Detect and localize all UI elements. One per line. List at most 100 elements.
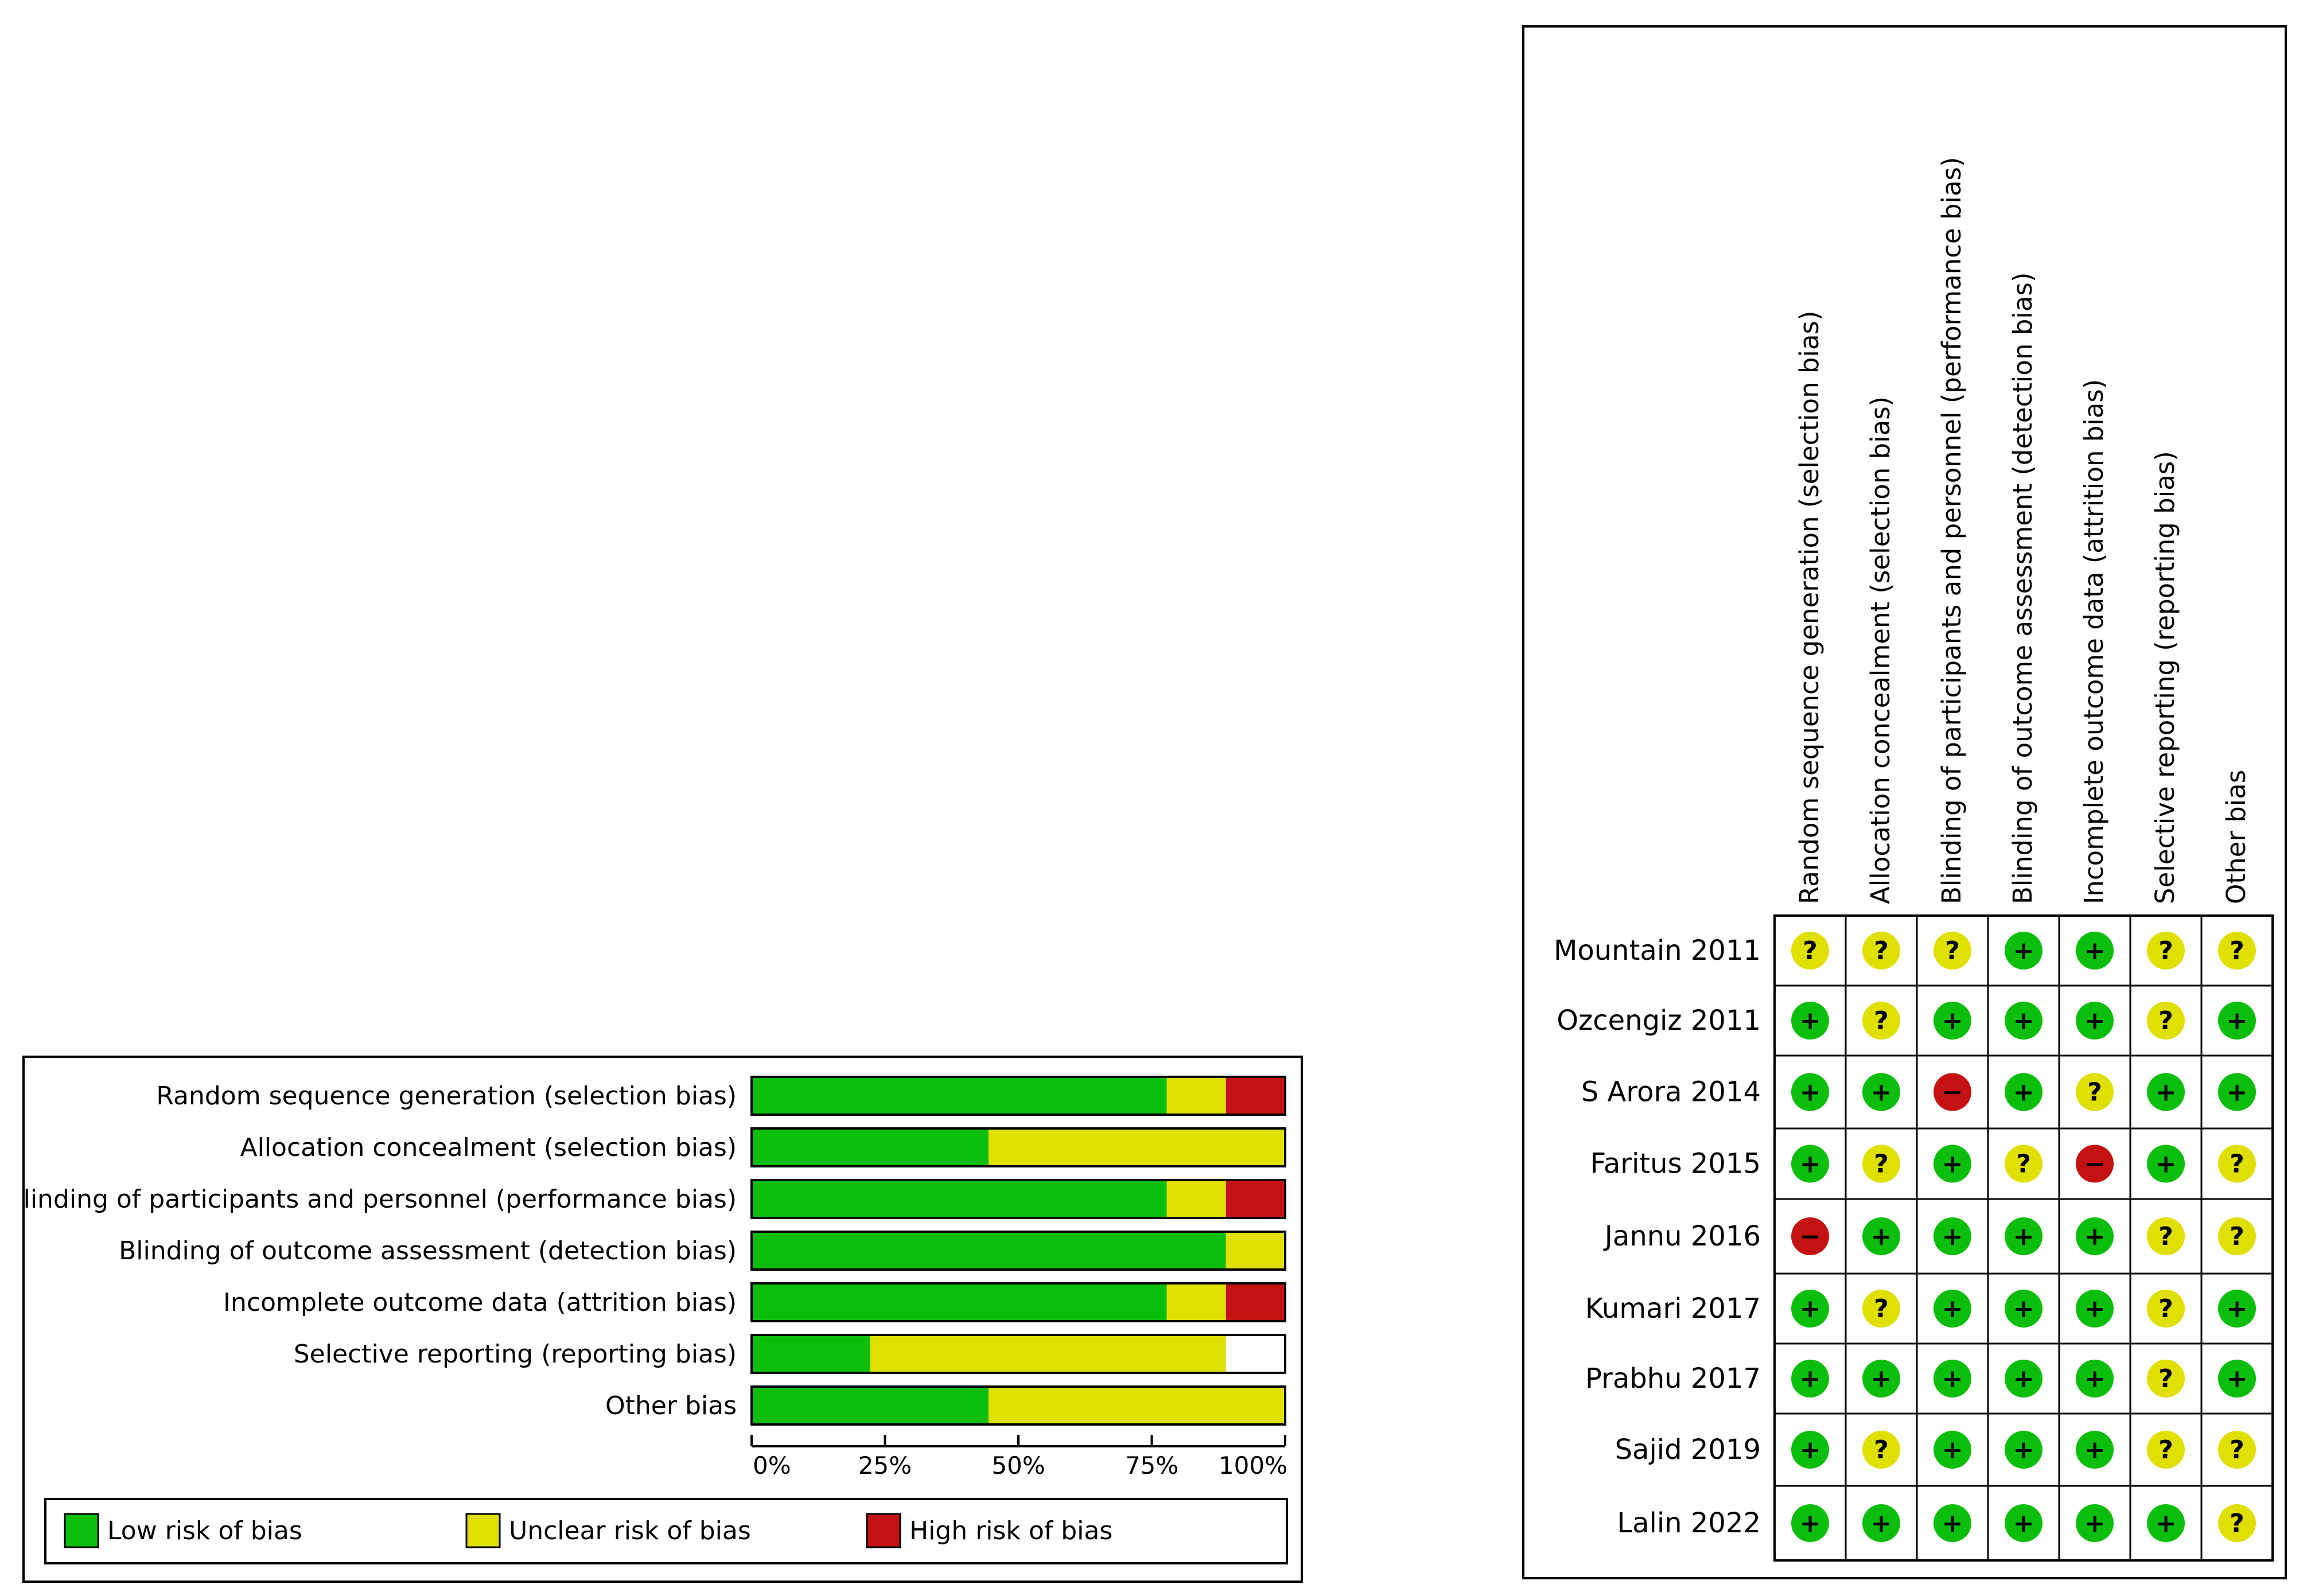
column-header: Allocation concealment (selection bias): [1865, 396, 1896, 904]
bar-segment-low: [752, 1387, 989, 1424]
judgement-unclear-icon: [2147, 1360, 2185, 1398]
judgement-symbol: ?: [2158, 1006, 2173, 1036]
judgement-symbol: +: [1942, 1509, 1963, 1538]
judgement-symbol: +: [1871, 1222, 1892, 1251]
bar-segment-low: [752, 1283, 1167, 1321]
judgement-symbol: +: [2084, 1364, 2106, 1393]
judgement-low-icon: [1862, 1073, 1900, 1111]
legend-swatch-high: [866, 1513, 901, 1548]
judgement-unclear-icon: [2218, 1431, 2256, 1469]
judgement-symbol: ?: [2158, 936, 2173, 966]
study-label: Faritus 2015: [1590, 1148, 1761, 1180]
judgement-symbol: ?: [1945, 936, 1960, 966]
judgement-unclear-icon: [2218, 1145, 2256, 1183]
column-header: Blinding of participants and personnel (…: [1936, 157, 1967, 904]
judgement-symbol: ?: [2158, 1435, 2173, 1465]
judgement-symbol: +: [2084, 1006, 2106, 1036]
grid-outline: [1773, 914, 2274, 1562]
judgement-low-icon: [2005, 1431, 2043, 1469]
bar-segment-low: [752, 1128, 989, 1166]
judgement-symbol: ?: [1874, 936, 1889, 966]
judgement-low-icon: [2218, 1360, 2256, 1398]
judgement-symbol: +: [2013, 936, 2034, 966]
judgement-low-icon: [1933, 1504, 1971, 1542]
judgement-symbol: ?: [2230, 936, 2244, 966]
judgement-unclear-icon: [1933, 932, 1971, 970]
judgement-unclear-icon: [2147, 1002, 2185, 1040]
judgement-symbol: +: [2013, 1294, 2034, 1323]
category-label: Other bias: [605, 1391, 737, 1420]
judgement-symbol: +: [2156, 1150, 2177, 1179]
judgement-low-icon: [1933, 1217, 1971, 1255]
study-label: Jannu 2016: [1603, 1220, 1761, 1252]
judgement-symbol: ?: [2230, 1222, 2244, 1251]
category-label: Allocation concealment (selection bias): [240, 1133, 737, 1162]
judgement-symbol: +: [1800, 1150, 1821, 1179]
judgement-symbol: +: [1800, 1435, 1821, 1465]
bar-outline: [750, 1076, 1286, 1116]
judgement-symbol: +: [1871, 1078, 1892, 1107]
judgement-symbol: +: [2084, 1294, 2106, 1323]
judgement-unclear-icon: [2147, 1290, 2185, 1328]
judgement-low-icon: [1791, 1002, 1829, 1040]
judgement-symbol: +: [2013, 1078, 2034, 1107]
judgement-unclear-icon: [1862, 1002, 1900, 1040]
judgement-symbol: ?: [2087, 1078, 2102, 1107]
judgement-unclear-icon: [1862, 1145, 1900, 1183]
judgement-symbol: ?: [2158, 1222, 2173, 1251]
bar-segment-unclear: [988, 1387, 1285, 1424]
judgement-low-icon: [2218, 1002, 2256, 1040]
judgement-symbol: ?: [2230, 1435, 2244, 1465]
judgement-symbol: +: [2013, 1509, 2034, 1538]
judgement-symbol: +: [1800, 1509, 1821, 1538]
judgement-high-icon: [1933, 1073, 1971, 1111]
judgement-symbol: +: [2227, 1078, 2248, 1107]
judgement-symbol: +: [1942, 1006, 1963, 1036]
judgement-low-icon: [2005, 1073, 2043, 1111]
judgement-symbol: ?: [2158, 1294, 2173, 1323]
bar-segment-low: [752, 1077, 1167, 1115]
judgement-unclear-icon: [2147, 932, 2185, 970]
judgement-symbol: ?: [1874, 1435, 1889, 1465]
judgement-low-icon: [1933, 1431, 1971, 1469]
judgement-unclear-icon: [1862, 932, 1900, 970]
judgement-unclear-icon: [2218, 1504, 2256, 1542]
judgement-symbol: +: [2013, 1364, 2034, 1393]
judgement-symbol: −: [1800, 1222, 1821, 1251]
judgement-low-icon: [1933, 1290, 1971, 1328]
risk-of-bias-summary-svg: Random sequence generation (selection bi…: [1554, 157, 2274, 1562]
judgement-symbol: +: [1942, 1294, 1963, 1323]
judgement-low-icon: [1933, 1002, 1971, 1040]
study-label: Lalin 2022: [1617, 1507, 1761, 1539]
judgement-symbol: +: [2084, 1222, 2106, 1251]
judgement-symbol: −: [1942, 1078, 1963, 1107]
risk-of-bias-summary: Random sequence generation (selection bi…: [1522, 25, 2287, 1579]
judgement-symbol: +: [2084, 936, 2106, 966]
bar-segment-high: [1226, 1077, 1285, 1115]
category-label: Selective reporting (reporting bias): [294, 1340, 737, 1369]
judgement-symbol: ?: [2230, 1150, 2244, 1179]
judgement-low-icon: [2076, 1431, 2114, 1469]
bar-outline: [750, 1282, 1286, 1322]
judgement-symbol: ?: [1803, 936, 1818, 966]
judgement-unclear-icon: [1862, 1290, 1900, 1328]
category-label: Blinding of participants and personnel (…: [25, 1185, 737, 1214]
bar-segment-low: [752, 1335, 870, 1373]
judgement-symbol: +: [2227, 1006, 2248, 1036]
judgement-symbol: ?: [2230, 1509, 2244, 1538]
judgement-symbol: +: [1871, 1509, 1892, 1538]
judgement-low-icon: [1791, 1073, 1829, 1111]
judgement-symbol: +: [1942, 1364, 1963, 1393]
column-header: Selective reporting (reporting bias): [2150, 451, 2180, 904]
study-label: Prabhu 2017: [1585, 1363, 1761, 1395]
judgement-low-icon: [1862, 1217, 1900, 1255]
judgement-low-icon: [2218, 1073, 2256, 1111]
judgement-low-icon: [1933, 1360, 1971, 1398]
bar-outline: [750, 1127, 1286, 1167]
judgement-low-icon: [2076, 1002, 2114, 1040]
judgement-low-icon: [2005, 932, 2043, 970]
legend-label: High risk of bias: [909, 1516, 1112, 1546]
judgement-low-icon: [2218, 1290, 2256, 1328]
judgement-symbol: +: [1800, 1364, 1821, 1393]
judgement-low-icon: [2076, 1360, 2114, 1398]
